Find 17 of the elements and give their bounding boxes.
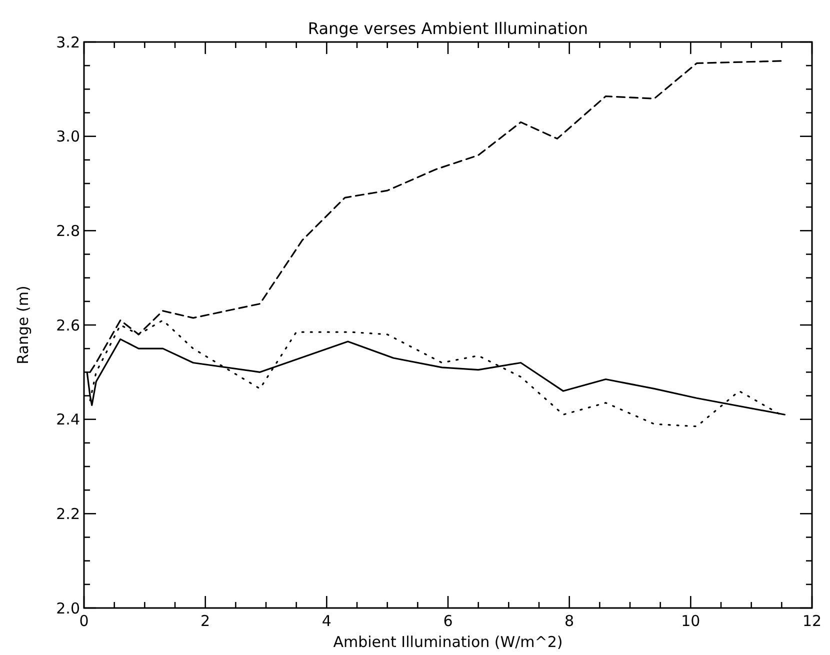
x-tick-label: 10 (681, 612, 700, 630)
y-tick-label: 2.2 (56, 504, 80, 523)
y-tick-label: 2.0 (56, 599, 80, 618)
y-tick-label: 2.6 (56, 316, 80, 334)
x-axis-title: Ambient Illumination (W/m^2) (333, 633, 563, 651)
x-tick-label: 6 (443, 612, 453, 630)
y-tick-label: 2.8 (56, 222, 80, 240)
x-tick-label: 0 (79, 612, 89, 630)
x-tick-label: 12 (802, 612, 822, 630)
x-tick-label: 4 (322, 612, 332, 630)
y-tick-label: 2.4 (56, 410, 80, 429)
y-axis-title: Range (m) (14, 286, 32, 364)
x-tick-label: 2 (200, 612, 210, 630)
y-tick-label: 3.2 (56, 33, 80, 52)
x-tick-label: 8 (564, 612, 574, 630)
y-tick-label: 3.0 (56, 128, 80, 146)
chart-title: Range verses Ambient Illumination (308, 19, 588, 38)
